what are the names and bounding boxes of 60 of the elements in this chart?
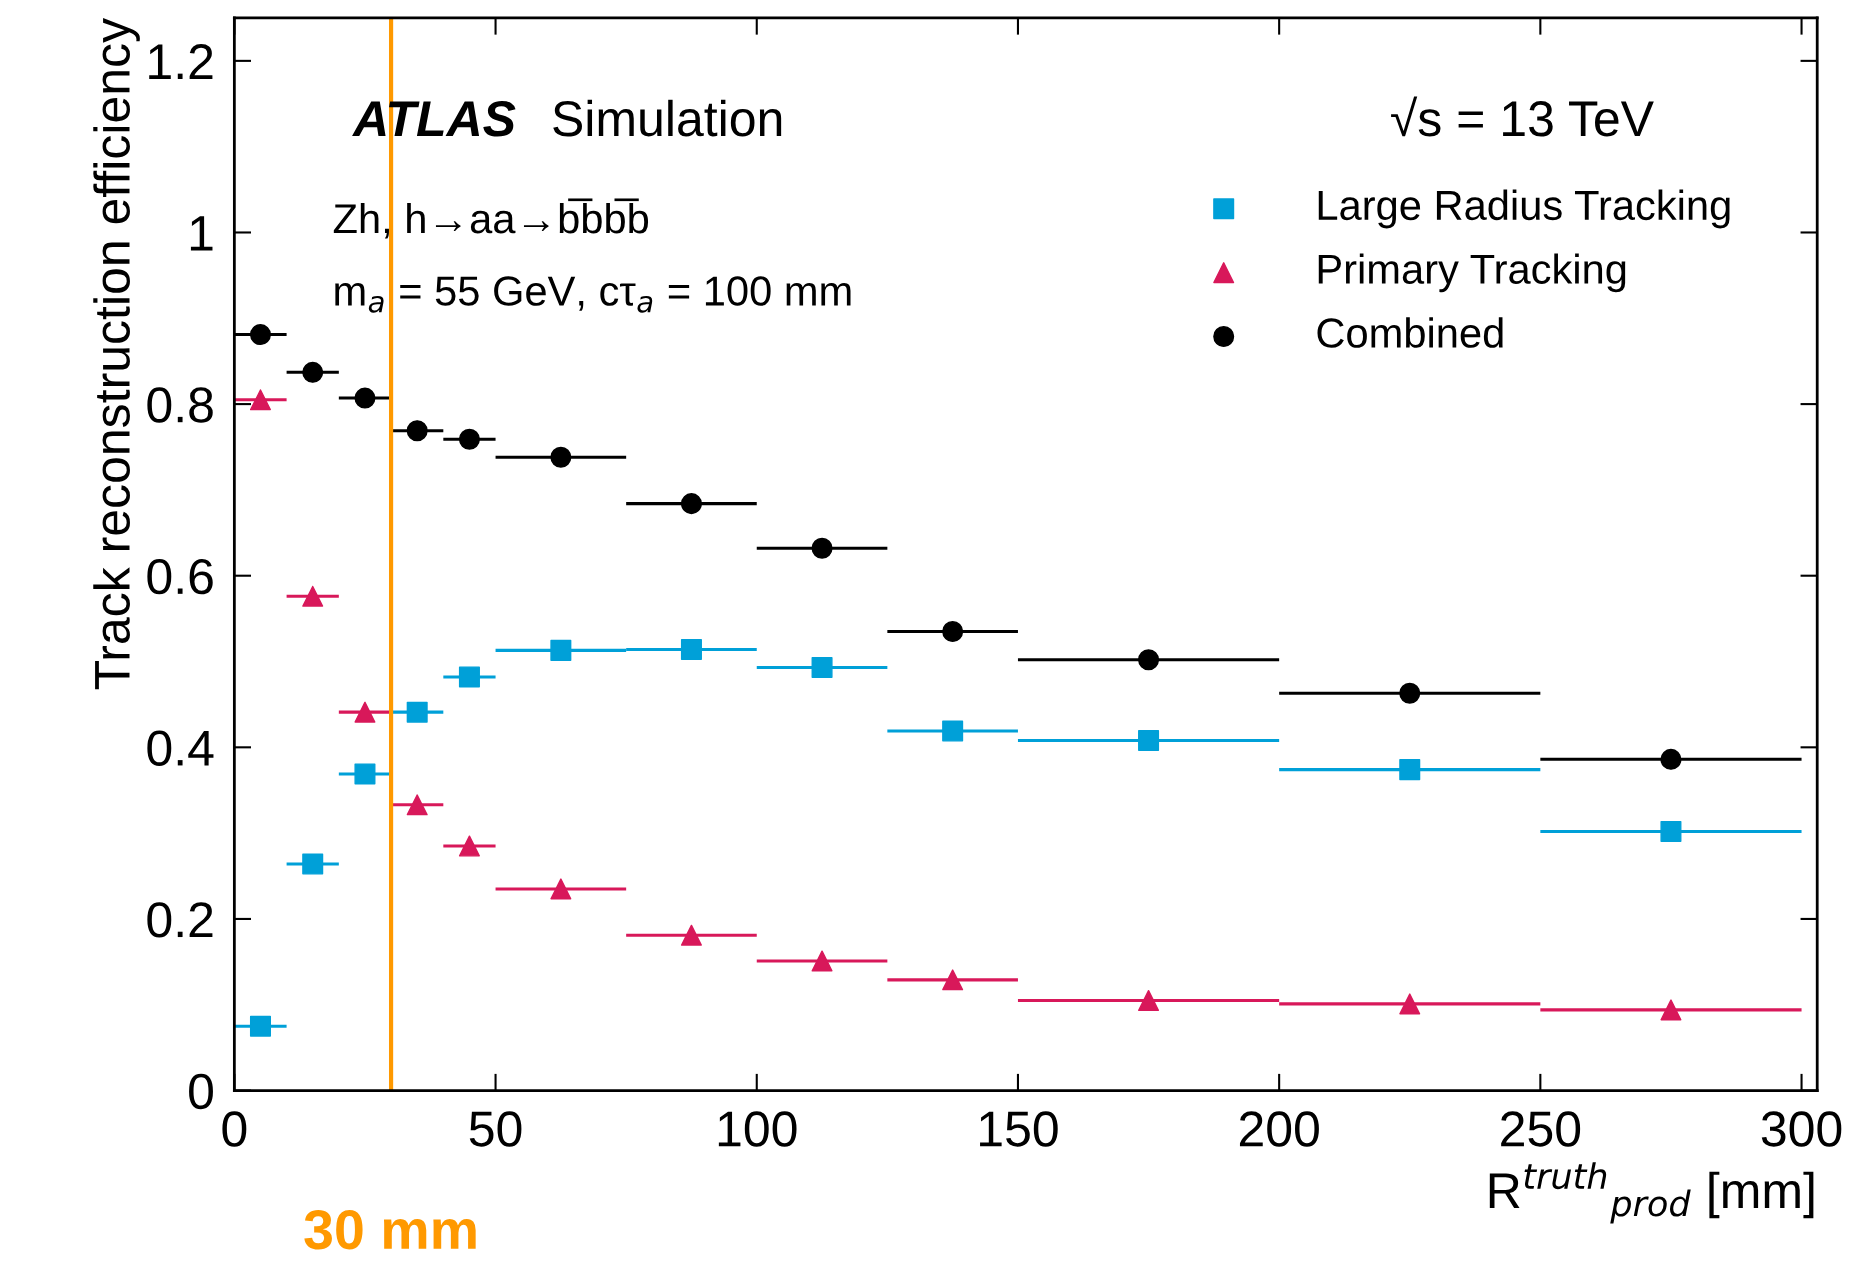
y-tick-label: 1 [190, 216, 213, 251]
y-tick-label: 0 [189, 1073, 213, 1110]
point [458, 428, 480, 450]
point [550, 639, 572, 661]
y-axis-title: Track reconstruction efficiency [93, 18, 140, 690]
point [811, 950, 833, 972]
point [354, 701, 376, 723]
point [302, 361, 324, 383]
point [458, 666, 480, 688]
x-tick-label: 200 [1239, 1111, 1319, 1147]
annotation: Simulation [553, 99, 782, 137]
x-tick-label: 0 [222, 1111, 247, 1147]
ref-line-label: 30 mm [304, 1210, 476, 1250]
point [302, 585, 324, 607]
point [406, 420, 428, 442]
legend-label: Combined [1317, 317, 1503, 348]
point [1399, 682, 1421, 704]
point [680, 493, 702, 515]
annotation: Zh, h→aa→b̅bb̅b [333, 198, 649, 239]
y-tick-label: 0.2 [147, 902, 213, 938]
point [1138, 729, 1160, 751]
point [406, 701, 428, 723]
annotation: m$_{a}$ = 55 GeV, cτ$_{a}$ = 100 mm [335, 276, 851, 313]
point [354, 763, 376, 785]
point [1399, 759, 1421, 781]
annotation: √s = 13 TeV [1391, 96, 1654, 137]
point [354, 387, 376, 409]
point [680, 924, 702, 946]
point [1660, 999, 1682, 1021]
point [811, 537, 833, 559]
point [680, 638, 702, 661]
point [811, 657, 833, 679]
point [1138, 649, 1160, 671]
point [1138, 989, 1160, 1011]
point [249, 324, 271, 346]
point [942, 720, 964, 742]
x-tick-label: 50 [469, 1111, 522, 1147]
point [550, 446, 572, 468]
point [249, 1015, 271, 1037]
x-tick-label: 100 [718, 1111, 797, 1147]
x-tick-label: 150 [980, 1111, 1058, 1147]
point [942, 620, 964, 642]
legend-label: Large Radius Tracking [1318, 189, 1730, 229]
y-tick-label: 0.6 [147, 558, 213, 595]
y-tick-label: 0.8 [147, 387, 213, 423]
point [942, 969, 964, 991]
point [458, 835, 480, 857]
x-tick-label: 250 [1501, 1111, 1581, 1147]
point [550, 878, 572, 900]
y-tick-label: 1.2 [149, 44, 213, 79]
point [1660, 820, 1682, 842]
point [1399, 993, 1421, 1015]
point [302, 853, 324, 875]
point [249, 389, 271, 411]
point [1660, 748, 1682, 770]
x-tick-label: 300 [1761, 1111, 1842, 1147]
y-tick-label: 0.4 [147, 730, 214, 766]
legend-label: Primary Tracking [1318, 253, 1626, 293]
x-axis-title: R$^{truth}$$_{prod}$ [mm] [1489, 1162, 1814, 1224]
point [406, 794, 428, 816]
